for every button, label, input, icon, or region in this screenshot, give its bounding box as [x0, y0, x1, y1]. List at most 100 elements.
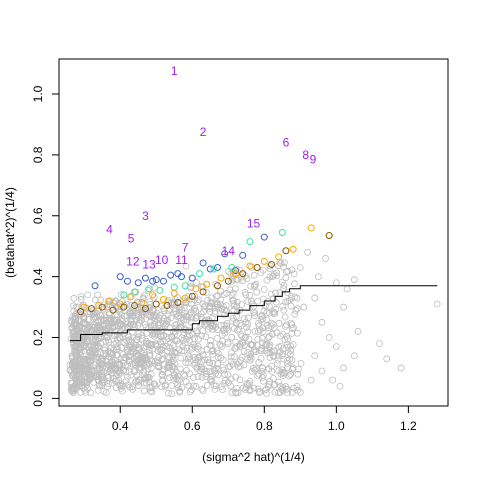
gray-point: [272, 298, 280, 306]
gray-point: [71, 361, 78, 369]
gray-point: [207, 322, 215, 330]
gray-point: [98, 366, 106, 374]
gray-point: [88, 326, 95, 334]
gray-point: [93, 330, 101, 338]
gray-point: [147, 387, 155, 395]
gray-point: [151, 315, 159, 322]
gray-point: [217, 287, 225, 295]
gray-outlier-points: [66, 248, 441, 396]
gray-point: [190, 374, 197, 381]
gray-point: [224, 379, 232, 386]
gray-point: [354, 328, 362, 335]
gray-point: [259, 328, 267, 336]
gray-point: [208, 377, 216, 385]
gray-point: [224, 326, 232, 334]
gray-point: [181, 309, 189, 317]
gray-point: [92, 355, 99, 363]
gray-point: [332, 343, 340, 351]
gray-point: [180, 328, 188, 336]
gray-point: [265, 302, 273, 310]
gray-point: [137, 304, 145, 312]
gray-point: [237, 273, 245, 281]
gray-point: [106, 314, 113, 322]
gray-point: [180, 316, 187, 324]
gray-point: [350, 276, 358, 284]
gray-point: [247, 341, 255, 349]
gray-point: [250, 384, 258, 392]
gray-point: [276, 388, 284, 396]
gray-point: [150, 313, 158, 321]
gray-point: [213, 300, 221, 307]
gray-point: [236, 376, 244, 384]
gray-point: [106, 363, 114, 371]
gray-point: [103, 372, 111, 380]
gray-point: [212, 382, 220, 390]
gray-point: [96, 324, 104, 332]
gray-point: [124, 361, 131, 369]
gray-point: [233, 360, 241, 368]
gray-point: [296, 388, 304, 396]
gray-point: [73, 331, 81, 339]
gray-point: [88, 346, 96, 353]
gray-point: [270, 270, 278, 278]
gray-point: [147, 364, 155, 372]
gray-point: [90, 315, 97, 322]
gray-point: [135, 345, 143, 353]
gray-point: [275, 343, 283, 351]
gray-point: [77, 293, 85, 301]
gray-point: [186, 388, 194, 396]
gray-point: [169, 363, 177, 370]
gray-point: [266, 341, 274, 349]
gray-point: [102, 314, 109, 322]
gray-point: [383, 355, 391, 363]
gray-point: [126, 352, 134, 360]
gray-point: [70, 294, 78, 302]
gray-point: [258, 373, 266, 381]
gray-point: [116, 360, 123, 368]
gray-point: [117, 291, 125, 299]
gray-point: [232, 373, 240, 381]
gray-point: [68, 372, 76, 380]
brown-point: [253, 264, 261, 272]
blue-point: [167, 271, 175, 279]
gray-point: [145, 346, 153, 354]
gray-point: [247, 354, 255, 362]
gray-point: [69, 313, 76, 321]
green-point: [181, 282, 189, 290]
gray-point: [108, 303, 116, 311]
gray-point: [133, 336, 141, 343]
gray-point: [191, 361, 199, 369]
green-point: [120, 291, 128, 299]
gray-point: [164, 316, 171, 324]
gray-point: [181, 372, 189, 380]
gray-point: [256, 389, 264, 397]
gray-point: [284, 363, 292, 371]
gray-point: [71, 335, 79, 343]
y-tick-label: 1.0: [31, 85, 45, 102]
gray-point: [226, 286, 234, 294]
gray-point: [186, 353, 193, 360]
gray-point: [77, 311, 84, 319]
gray-point: [240, 347, 248, 355]
gray-point: [161, 382, 169, 390]
orange-point: [260, 257, 268, 265]
orange-point: [80, 303, 88, 311]
gray-point: [297, 359, 305, 367]
gray-point: [279, 372, 287, 380]
gray-point: [190, 353, 198, 361]
x-tick-label: 0.8: [256, 419, 273, 433]
gray-point: [146, 384, 154, 392]
gray-point: [279, 302, 287, 310]
gray-point: [156, 311, 164, 319]
gray-point: [129, 345, 137, 353]
gray-point: [93, 369, 101, 377]
orange-point: [203, 280, 211, 288]
gray-point: [206, 368, 214, 375]
gray-point: [139, 295, 147, 303]
gray-point: [171, 348, 179, 356]
gray-point: [207, 337, 214, 345]
gray-point: [244, 355, 252, 363]
gray-point: [275, 319, 283, 327]
gray-point: [195, 335, 202, 343]
brown-point: [109, 306, 117, 314]
